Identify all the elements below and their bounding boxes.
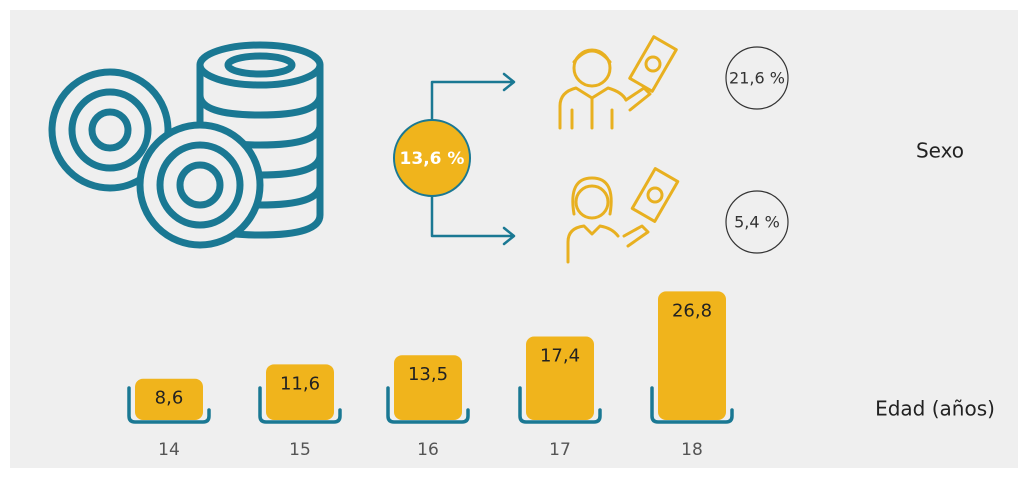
male-icon <box>558 35 678 130</box>
overall-circle <box>393 119 471 197</box>
x-tick-label: 16 <box>417 440 439 460</box>
x-tick-label: 14 <box>158 440 180 460</box>
x-axis-label: Edad (años) <box>875 397 995 421</box>
sex-circle <box>725 190 789 254</box>
bar-bracket <box>650 386 734 424</box>
coins-icon <box>48 41 324 249</box>
value-label: 13,5 <box>408 364 448 385</box>
overall-value: 13,6 % <box>400 149 465 169</box>
male-value: 21,6 % <box>729 69 785 88</box>
bar-bracket <box>518 386 602 424</box>
bar <box>135 378 203 420</box>
bar-bracket <box>127 386 211 424</box>
x-tick-label: 18 <box>681 440 703 460</box>
x-tick-label: 17 <box>549 440 571 460</box>
value-label: 17,4 <box>540 345 580 366</box>
bar <box>526 336 594 420</box>
x-tick-label: 15 <box>289 440 311 460</box>
value-label: 11,6 <box>280 373 320 394</box>
female-value: 5,4 % <box>734 213 780 232</box>
arrows <box>430 72 516 246</box>
bar <box>394 355 462 420</box>
sex-label: Sexo <box>916 139 964 163</box>
bar <box>266 364 334 420</box>
sex-circle <box>725 46 789 110</box>
bar <box>658 291 726 420</box>
bar-bracket <box>258 386 342 424</box>
value-label: 8,6 <box>155 388 184 409</box>
bar-bracket <box>386 386 470 424</box>
female-icon <box>566 167 680 264</box>
value-label: 26,8 <box>672 300 712 321</box>
